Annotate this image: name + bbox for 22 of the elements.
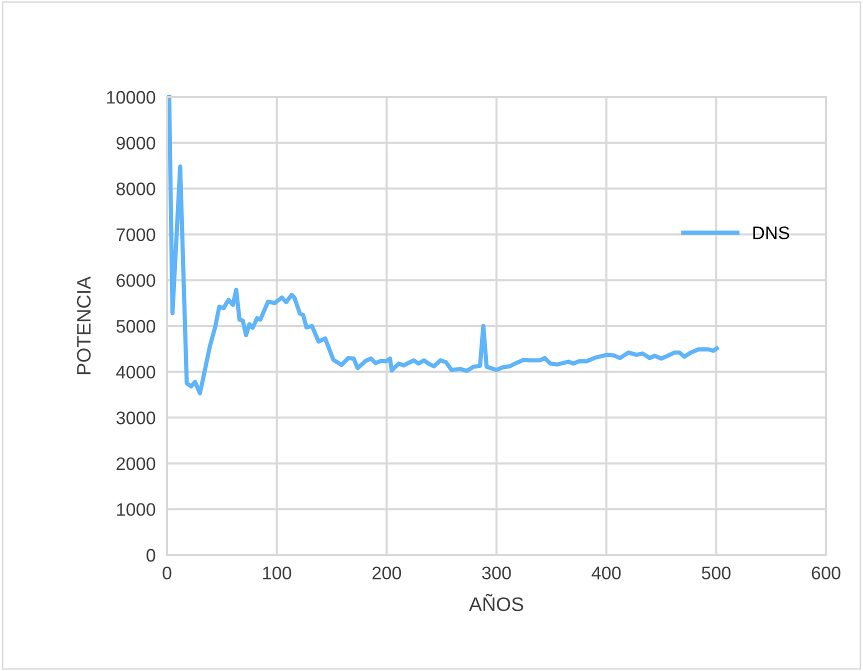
y-tick-label: 7000	[116, 228, 156, 242]
y-tick-label: 9000	[116, 136, 156, 150]
x-tick-label: 400	[592, 566, 621, 580]
y-tick-label: 8000	[116, 182, 156, 196]
y-tick-label: 5000	[116, 320, 156, 333]
legend-label: DNS	[753, 226, 790, 240]
y-tick-label: 2000	[116, 457, 156, 470]
x-tick-label: 500	[702, 566, 731, 580]
x-tick-label: 600	[812, 566, 840, 580]
x-tick-label: 100	[263, 566, 292, 580]
y-tick-label: 10000	[107, 90, 156, 104]
y-tick-label: 0	[146, 548, 156, 562]
x-tick-label: 0	[162, 566, 172, 580]
y-tick-label: 1000	[117, 503, 156, 516]
x-tick-label: 300	[482, 566, 511, 580]
y-tick-label: 3000	[116, 412, 156, 424]
line-series	[167, 94, 719, 396]
y-tick-label: 4000	[116, 366, 156, 379]
y-axis-title: POTENCIA	[76, 276, 91, 374]
x-tick-label: 200	[372, 566, 402, 580]
y-tick-label: 6000	[116, 274, 156, 287]
x-axis-title: AÑOS	[468, 594, 524, 612]
